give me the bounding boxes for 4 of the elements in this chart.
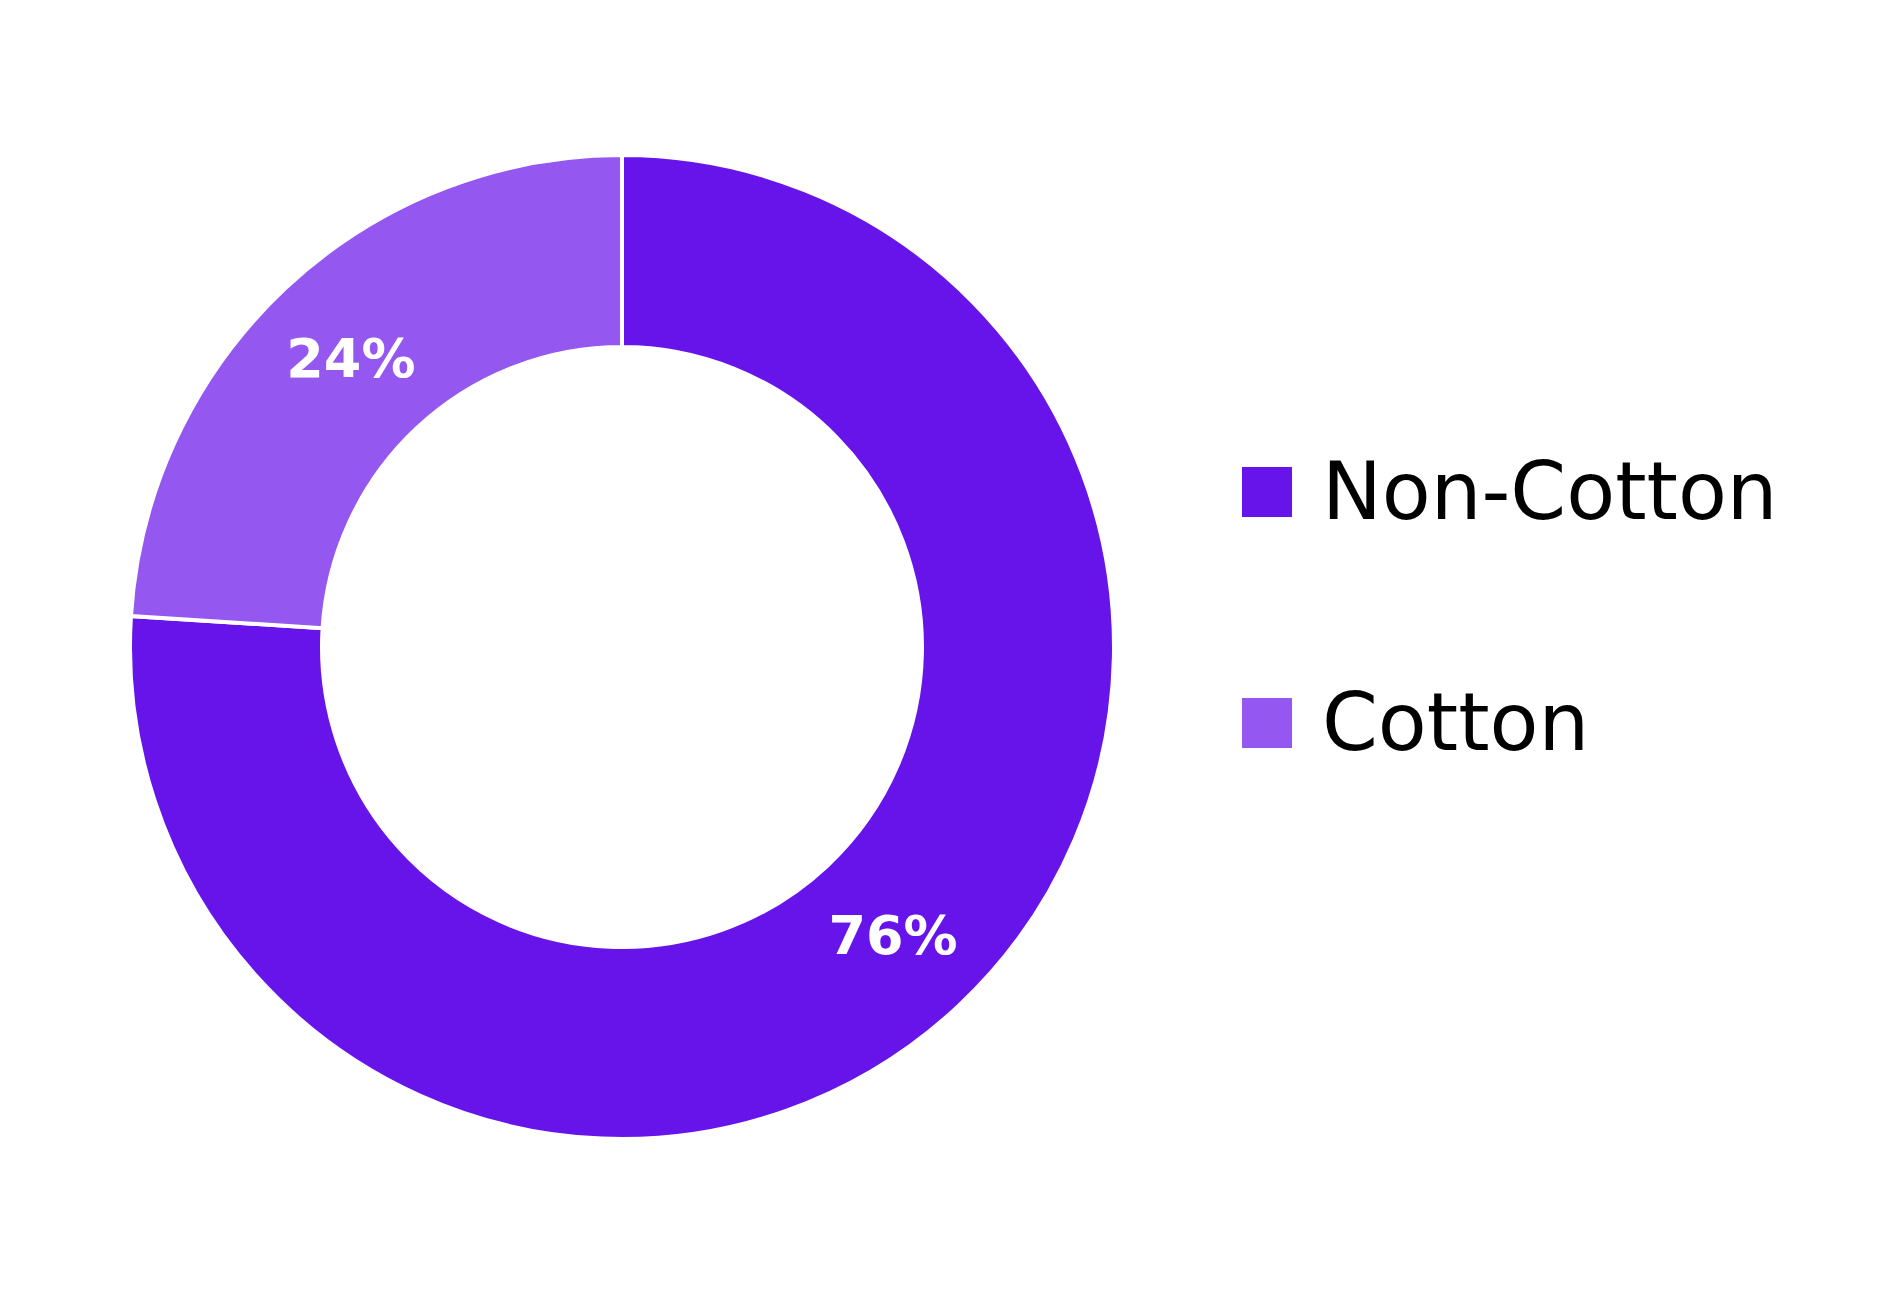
legend-label: Non-Cotton: [1322, 444, 1778, 538]
data-label: 76%: [828, 904, 958, 968]
legend-label: Cotton: [1322, 675, 1590, 769]
data-label: 24%: [286, 326, 416, 390]
